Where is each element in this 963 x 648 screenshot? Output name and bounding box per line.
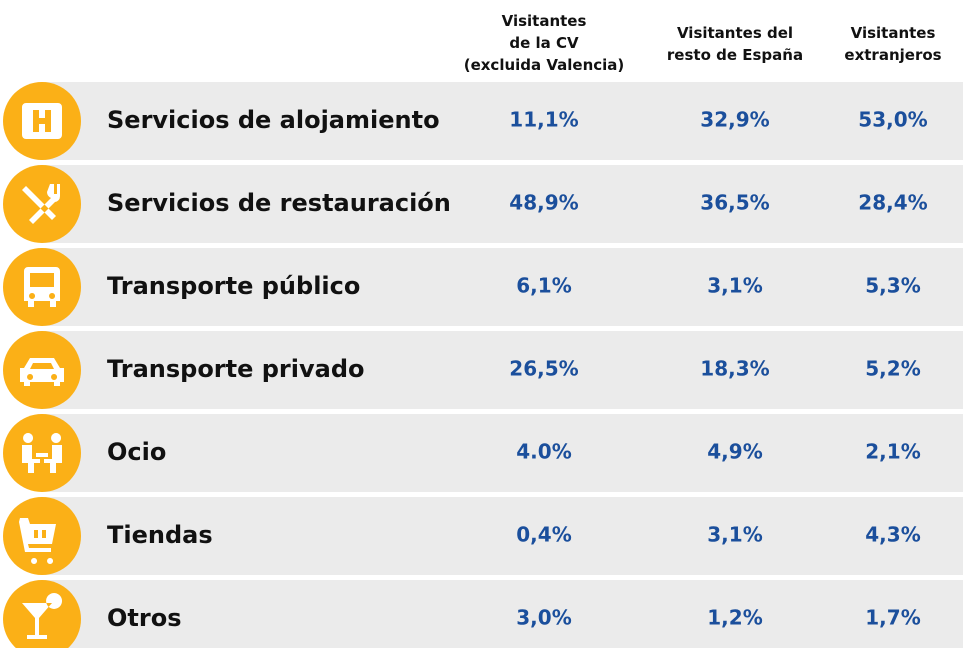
row-background [40, 580, 963, 648]
row-value: 32,9% [700, 108, 769, 132]
row-background [40, 331, 963, 409]
row-icon-circle [3, 82, 81, 160]
row-value: 3,1% [707, 274, 762, 298]
row-value: 48,9% [509, 191, 578, 215]
column-header: Visitantes del [677, 24, 793, 42]
row-icon [22, 103, 62, 139]
row-value: 0,4% [516, 523, 571, 547]
column-header: resto de España [667, 46, 803, 64]
column-header: Visitantes [502, 12, 587, 30]
row-background [40, 165, 963, 243]
table-row: Ocio 4.0% 4,9% 2,1% [3, 414, 963, 492]
row-label: Transporte privado [107, 355, 365, 383]
column-header: Visitantes [851, 24, 936, 42]
row-value: 5,3% [865, 274, 920, 298]
row-background [40, 248, 963, 326]
row-value: 1,7% [865, 606, 920, 630]
column-header: extranjeros [844, 46, 941, 64]
row-icon [22, 433, 62, 473]
table-row: Servicios de alojamiento 11,1% 32,9% 53,0% [3, 82, 963, 160]
row-value: 6,1% [516, 274, 571, 298]
table-row: Servicios de restauración 48,9% 36,5% 28,4% [3, 165, 963, 243]
table-row: Tiendas 0,4% 3,1% 4,3% [3, 497, 963, 575]
row-value: 1,2% [707, 606, 762, 630]
row-label: Otros [107, 604, 181, 632]
row-value: 53,0% [858, 108, 927, 132]
row-label: Tiendas [107, 521, 213, 549]
row-value: 11,1% [509, 108, 578, 132]
row-label: Transporte público [107, 272, 360, 300]
table-row: Transporte privado 26,5% 18,3% 5,2% [3, 331, 963, 409]
row-icon [19, 518, 56, 564]
row-label: Servicios de restauración [107, 189, 451, 217]
row-value: 18,3% [700, 357, 769, 381]
column-header: (excluida Valencia) [464, 56, 625, 74]
row-value: 5,2% [865, 357, 920, 381]
row-value: 3,0% [516, 606, 571, 630]
column-header: de la CV [509, 34, 579, 52]
row-icon [20, 358, 64, 386]
row-value: 2,1% [865, 440, 920, 464]
row-icon [24, 267, 60, 307]
row-background [40, 414, 963, 492]
row-background [40, 82, 963, 160]
table-row: Transporte público 6,1% 3,1% 5,3% [3, 248, 963, 326]
table-row: Otros 3,0% 1,2% 1,7% [3, 580, 963, 648]
row-icon [22, 593, 63, 639]
row-icon [22, 184, 60, 224]
row-value: 28,4% [858, 191, 927, 215]
row-value: 4,3% [865, 523, 920, 547]
row-background [40, 497, 963, 575]
row-value: 3,1% [707, 523, 762, 547]
row-value: 4.0% [516, 440, 571, 464]
row-value: 4,9% [707, 440, 762, 464]
row-value: 26,5% [509, 357, 578, 381]
row-value: 36,5% [700, 191, 769, 215]
row-label: Servicios de alojamiento [107, 106, 440, 134]
row-label: Ocio [107, 438, 166, 466]
